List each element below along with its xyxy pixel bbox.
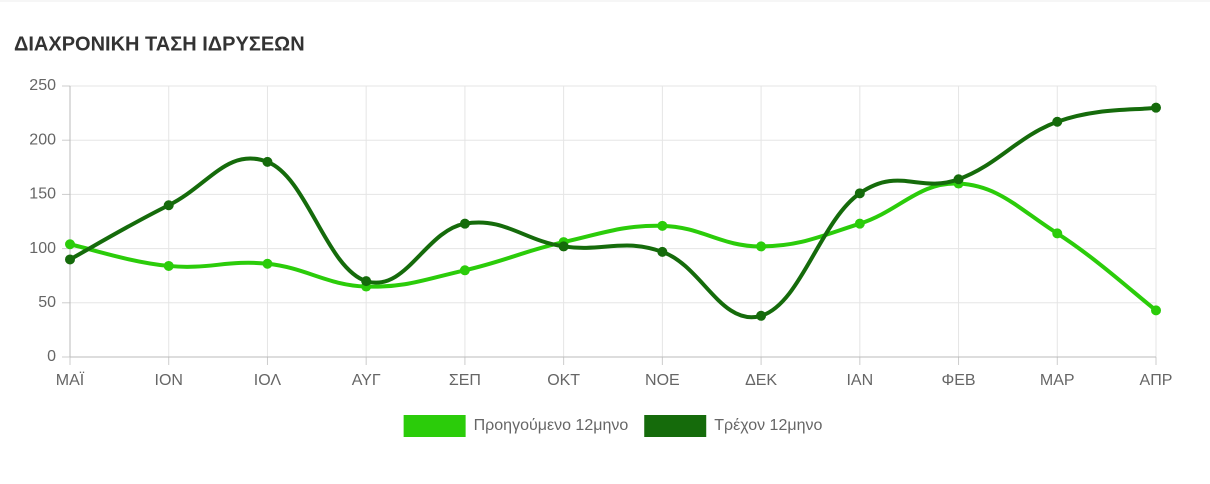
data-point: [558, 241, 569, 252]
legend-label: Τρέχον 12μηνο: [714, 417, 822, 434]
x-tick-label: ΝΟΕ: [645, 372, 680, 389]
x-tick-label: ΔΕΚ: [745, 372, 777, 389]
data-point: [1151, 305, 1161, 316]
y-tick-label: 250: [29, 77, 56, 94]
legend-label: Προηγούμενο 12μηνο: [474, 417, 629, 434]
x-tick-label: ΜΑΡ: [1040, 372, 1075, 389]
data-point: [65, 254, 75, 265]
data-point: [1052, 116, 1063, 127]
legend-swatch: [644, 415, 707, 437]
y-tick-label: 100: [29, 240, 56, 257]
data-point: [163, 200, 174, 211]
data-point: [657, 220, 668, 231]
y-tick-label: 200: [29, 131, 56, 148]
y-tick-label: 0: [47, 348, 56, 365]
x-tick-label: ΑΠΡ: [1140, 372, 1173, 389]
y-tick-label: 150: [29, 186, 56, 203]
data-point: [1151, 102, 1161, 113]
x-tick-label: ΦΕΒ: [941, 372, 975, 389]
data-point: [756, 241, 767, 252]
data-point: [459, 265, 470, 276]
data-point: [854, 218, 865, 229]
legend-swatch: [403, 415, 466, 437]
data-point: [65, 239, 75, 250]
x-tick-label: ΙΑΝ: [846, 372, 873, 389]
x-tick-label: ΑΥΓ: [352, 372, 381, 389]
data-point: [361, 276, 372, 287]
data-point: [953, 174, 964, 185]
chart-title: ΔΙΑΧΡΟΝΙΚΗ ΤΑΣΗ ΙΔΡΥΣΕΩΝ: [14, 33, 305, 55]
x-tick-label: ΟΚΤ: [547, 372, 580, 389]
data-point: [163, 260, 174, 271]
x-tick-label: ΜΑΪ: [56, 371, 85, 389]
data-point: [854, 188, 865, 199]
x-tick-label: ΣΕΠ: [449, 372, 481, 389]
data-point: [657, 246, 668, 257]
x-tick-label: ΙΟΝ: [155, 372, 183, 389]
y-tick-label: 50: [38, 294, 56, 311]
data-point: [756, 310, 767, 321]
data-point: [1052, 228, 1063, 239]
data-point: [262, 156, 273, 167]
series-line: [69, 181, 1158, 312]
series-line: [69, 105, 1157, 320]
data-point: [459, 218, 470, 229]
data-point: [262, 258, 273, 269]
x-tick-label: ΙΟΛ: [254, 372, 282, 389]
